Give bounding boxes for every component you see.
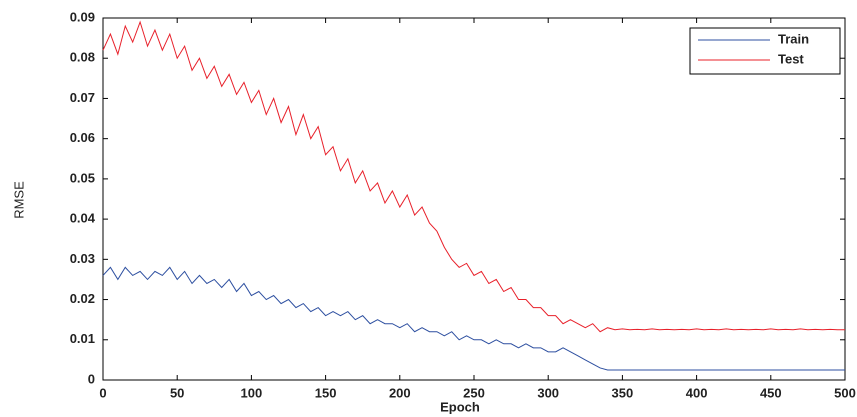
y-tick-label: 0.03 xyxy=(70,251,95,266)
x-axis-label: Epoch xyxy=(440,399,480,414)
x-tick-label: 100 xyxy=(241,385,263,400)
y-axis-label: RMSE xyxy=(11,181,26,219)
y-tick-label: 0.06 xyxy=(70,130,95,145)
x-tick-label: 500 xyxy=(834,385,856,400)
legend-label: Train xyxy=(778,31,809,46)
legend-label: Test xyxy=(778,51,804,66)
x-tick-label: 200 xyxy=(389,385,411,400)
y-tick-label: 0.07 xyxy=(70,90,95,105)
x-tick-label: 400 xyxy=(686,385,708,400)
y-tick-label: 0.05 xyxy=(70,170,95,185)
x-tick-label: 0 xyxy=(99,385,106,400)
x-tick-label: 250 xyxy=(463,385,485,400)
x-tick-label: 450 xyxy=(760,385,782,400)
x-tick-label: 50 xyxy=(170,385,184,400)
series-line xyxy=(102,20,845,333)
y-tick-label: 0.02 xyxy=(70,291,95,306)
series-line xyxy=(102,266,845,371)
x-tick-label: 350 xyxy=(612,385,634,400)
x-tick-label: 150 xyxy=(315,385,337,400)
x-tick-label: 300 xyxy=(537,385,559,400)
legend-box xyxy=(689,27,841,75)
y-tick-label: 0.09 xyxy=(70,9,95,24)
y-tick-label: 0.04 xyxy=(70,211,96,226)
y-tick-label: 0 xyxy=(88,371,95,386)
y-tick-label: 0.08 xyxy=(70,50,95,65)
y-tick-label: 0.01 xyxy=(70,331,95,346)
